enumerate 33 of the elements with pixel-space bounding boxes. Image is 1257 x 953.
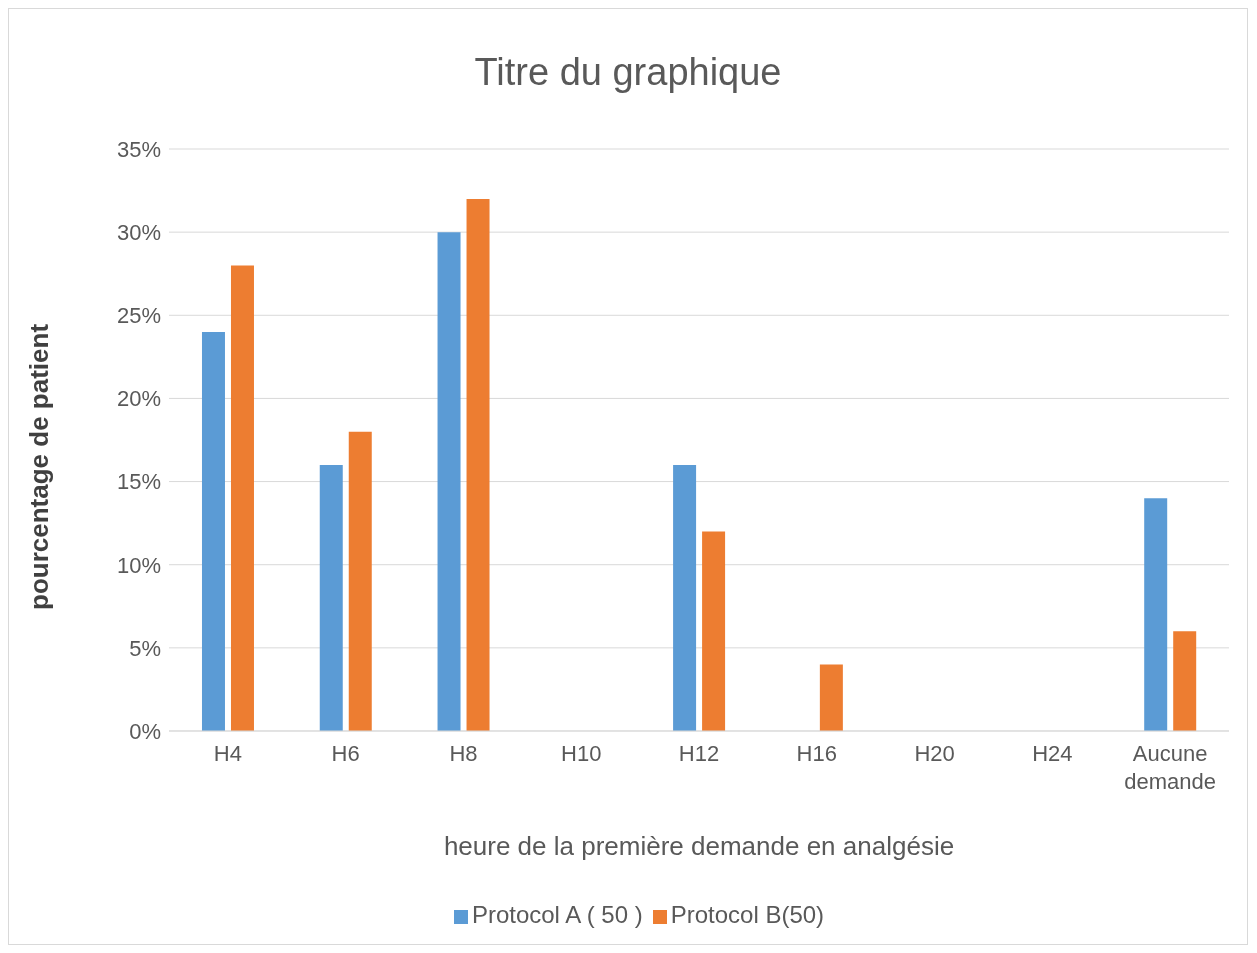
bar <box>437 232 461 731</box>
legend-label: Protocol B(50) <box>670 901 825 928</box>
x-tick-label: H4 <box>213 741 242 766</box>
y-tick-label: 25% <box>116 303 161 329</box>
bar <box>348 431 372 731</box>
bar <box>673 464 697 731</box>
bar <box>819 664 843 731</box>
x-tick-label: H20 <box>914 741 955 766</box>
y-tick-label: 30% <box>116 219 161 245</box>
y-axis-title: pourcentage de patient <box>24 323 55 610</box>
y-tick-label: 35% <box>116 136 161 162</box>
bar <box>201 331 225 731</box>
legend-label: Protocol A ( 50 ) <box>471 901 643 928</box>
bar <box>1173 631 1197 731</box>
x-tick-label: H6 <box>331 741 360 766</box>
x-tick-label: H12 <box>678 741 720 766</box>
x-tick-label: H8 <box>449 741 478 766</box>
bar <box>230 265 254 731</box>
bar <box>466 198 490 731</box>
bar <box>319 464 343 731</box>
x-tick-label: Aucune demande <box>1124 741 1216 794</box>
y-tick-label: 10% <box>116 552 161 578</box>
chart-title: Titre du graphique <box>473 51 783 94</box>
x-axis-title: heure de la première demande en analgésie <box>443 831 955 861</box>
y-tick-label: 15% <box>116 469 161 495</box>
x-tick-label: H16 <box>796 741 837 766</box>
bar <box>702 531 726 731</box>
y-tick-label: 0% <box>129 718 161 744</box>
x-tick-label: H10 <box>561 741 602 766</box>
bar <box>1144 498 1168 731</box>
y-tick-label: 20% <box>116 386 161 412</box>
y-tick-label: 5% <box>129 635 161 661</box>
x-tick-label: H24 <box>1032 741 1073 766</box>
